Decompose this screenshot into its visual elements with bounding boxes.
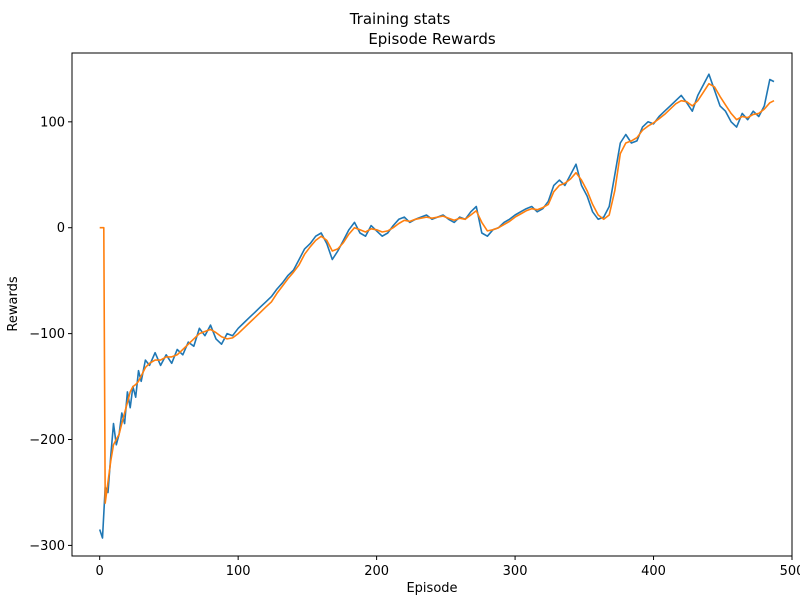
- y-tick-label: 100: [40, 115, 65, 130]
- axes-frame: [71, 52, 793, 557]
- x-tick-label: 500: [780, 564, 800, 579]
- y-axis-label: Rewards: [6, 276, 21, 331]
- plot-area: [98, 73, 775, 539]
- y-axis-ticks: −300 −200 −100 0 100: [29, 115, 72, 554]
- x-tick-label: 100: [226, 564, 251, 579]
- series-line-moving-average: [99, 82, 775, 504]
- y-tick-label: 0: [57, 221, 65, 236]
- y-tick-label: −200: [29, 433, 65, 448]
- y-tick-label: −100: [29, 327, 65, 342]
- x-tick-label: 0: [96, 564, 104, 579]
- x-tick-label: 200: [364, 564, 389, 579]
- x-axis-label: Episode: [406, 581, 457, 596]
- x-tick-label: 300: [503, 564, 528, 579]
- chart-suptitle: Training stats: [349, 10, 451, 28]
- y-tick-label: −300: [29, 539, 65, 554]
- series-line-raw: [98, 73, 775, 539]
- x-axis-ticks: 0 100 200 300 400 500: [96, 556, 800, 579]
- x-tick-label: 400: [641, 564, 666, 579]
- chart-title: Episode Rewards: [368, 30, 496, 48]
